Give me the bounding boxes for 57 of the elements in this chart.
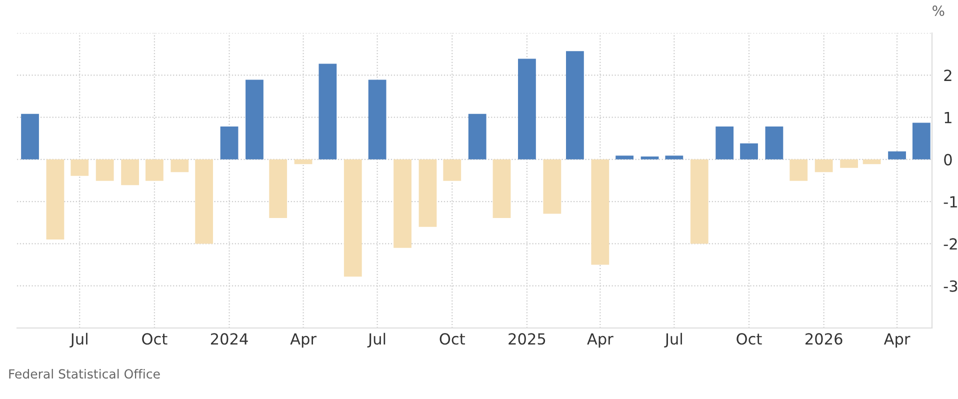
bar	[21, 114, 39, 160]
y-tick-label: 0	[944, 154, 952, 166]
bar	[418, 159, 437, 227]
bar	[195, 159, 214, 244]
bar	[640, 156, 659, 160]
x-tick-label: 2024	[210, 333, 248, 345]
bar	[468, 114, 486, 160]
bar	[814, 159, 833, 172]
bar	[518, 58, 536, 160]
bar	[740, 143, 758, 160]
bar	[840, 159, 858, 168]
x-tick-label: Apr	[884, 333, 910, 348]
bar	[170, 159, 189, 172]
bar	[443, 159, 462, 181]
bar	[121, 159, 139, 186]
bar	[96, 159, 114, 181]
bar	[46, 159, 64, 240]
bar	[394, 159, 412, 248]
bar	[888, 151, 906, 160]
text: Federal Statistical Office	[9, 368, 160, 379]
bar	[765, 126, 784, 160]
bar	[246, 80, 264, 160]
bar	[294, 159, 312, 164]
bar	[492, 159, 511, 218]
y-axis-title: %	[932, 6, 944, 16]
x-tick-label: Jul	[367, 332, 386, 348]
x-tick-label: Oct	[142, 333, 168, 345]
bar	[862, 159, 881, 164]
y-tick-label: 1	[944, 112, 952, 124]
y-tick-label: 2	[944, 70, 952, 81]
y-tick-label: -1	[944, 196, 957, 208]
bar	[591, 159, 610, 265]
bar	[690, 159, 708, 244]
bar	[543, 159, 562, 214]
bar	[146, 159, 164, 181]
bar	[665, 156, 684, 160]
x-tick-label: 2025	[508, 333, 546, 345]
bar	[912, 122, 930, 160]
bar	[716, 126, 734, 160]
bar	[269, 159, 288, 218]
bar	[220, 126, 238, 160]
x-tick-label: Apr	[587, 333, 614, 348]
x-tick-label: 2026	[806, 333, 842, 345]
x-tick-label: Apr	[290, 333, 317, 348]
y-tick-label: -2	[944, 238, 957, 250]
bar	[368, 80, 386, 160]
bar	[616, 156, 634, 160]
x-tick-label: Oct	[736, 333, 762, 345]
x-tick-label: Oct	[440, 333, 465, 345]
bar	[566, 51, 584, 160]
bar	[344, 159, 362, 277]
y-tick-label: -3	[944, 280, 958, 292]
x-tick-label: Jul	[664, 332, 682, 348]
x-tick-label: Jul	[70, 332, 88, 348]
bar	[318, 64, 337, 160]
bar	[70, 159, 89, 176]
bar	[790, 159, 808, 181]
